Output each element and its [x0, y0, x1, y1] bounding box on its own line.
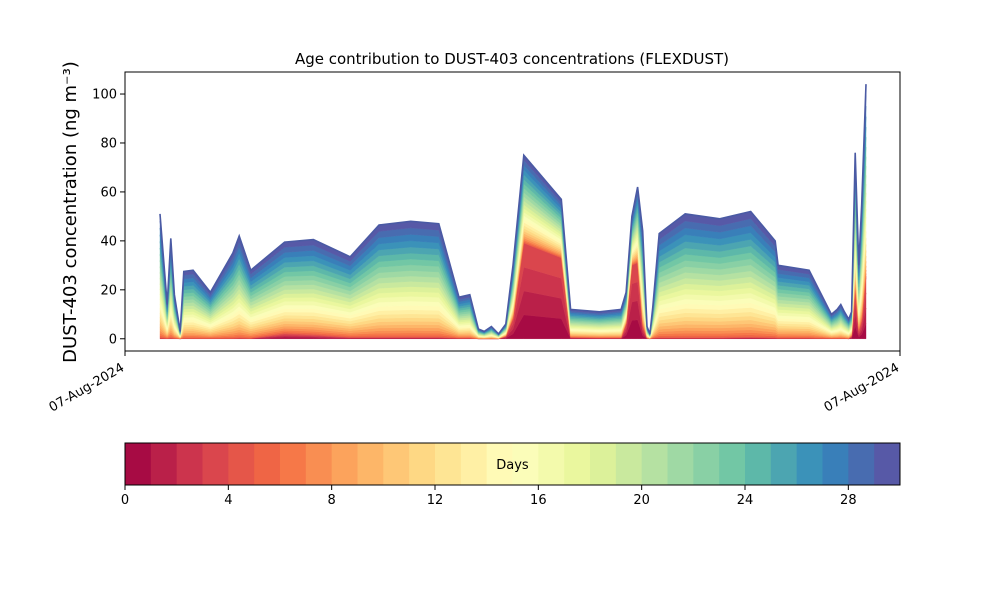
- colorbar-cell-16: [538, 443, 565, 485]
- y-tick-label-40: 40: [100, 234, 117, 249]
- colorbar-cell-13: [460, 443, 488, 485]
- total-concentration-line: [159, 84, 867, 336]
- colorbar-cell-18: [590, 443, 617, 485]
- colorbar-cell-1: [150, 443, 178, 485]
- colorbar-cell-28: [848, 443, 875, 485]
- colorbar-tick-label-16: 16: [530, 493, 547, 508]
- colorbar-frame: [124, 442, 901, 486]
- chart-title: Age contribution to DUST-403 concentrati…: [295, 50, 729, 68]
- colorbar-tick-label-12: 12: [427, 493, 444, 508]
- colorbar-cell-17: [564, 443, 591, 485]
- colorbar-cell-3: [202, 443, 229, 485]
- colorbar-cell-6: [280, 443, 307, 485]
- colorbar: 0 4 8 12 16 20 24 28 Days: [121, 442, 901, 508]
- y-tick-label-100: 100: [92, 88, 117, 103]
- x-tick-label-0: 07-Aug-2024: [47, 360, 127, 415]
- colorbar-cell-15: [512, 443, 539, 485]
- y-tick-label-60: 60: [100, 185, 117, 200]
- colorbar-cell-25: [770, 443, 798, 485]
- colorbar-cell-23: [719, 443, 746, 485]
- colorbar-cell-14: [486, 443, 513, 485]
- colorbar-tick-label-20: 20: [633, 493, 650, 508]
- age-layers: [159, 84, 867, 340]
- colorbar-cell-2: [176, 443, 203, 485]
- colorbar-cell-24: [745, 443, 772, 485]
- colorbar-tick-label-24: 24: [737, 493, 754, 508]
- y-tick-label-20: 20: [100, 283, 117, 298]
- x-tick-label-1: 07-Aug-2024: [822, 360, 902, 415]
- colorbar-cell-7: [305, 443, 333, 485]
- colorbar-tick-label-4: 4: [224, 493, 232, 508]
- colorbar-tick-label-28: 28: [840, 493, 857, 508]
- colorbar-cell-5: [254, 443, 281, 485]
- colorbar-cell-20: [641, 443, 668, 485]
- colorbar-cell-9: [357, 443, 384, 485]
- colorbar-tick-label-8: 8: [328, 493, 336, 508]
- colorbar-cell-29: [874, 443, 901, 485]
- colorbar-cell-22: [693, 443, 720, 485]
- colorbar-cell-0: [125, 443, 152, 485]
- colorbar-tick-label-0: 0: [121, 493, 129, 508]
- y-axis-label: DUST-403 concentration (ng m⁻³): [60, 61, 81, 363]
- colorbar-cell-10: [383, 443, 410, 485]
- plot-area: 0 20 40 60 80 100 07-Aug-2024 07-Aug-2024: [47, 71, 902, 416]
- plot-frame: [124, 71, 901, 352]
- colorbar-cell-26: [796, 443, 823, 485]
- colorbar-cell-11: [409, 443, 436, 485]
- colorbar-cell-12: [435, 443, 462, 485]
- y-tick-label-0: 0: [109, 332, 117, 347]
- y-tick-label-80: 80: [100, 136, 117, 151]
- colorbar-cell-19: [615, 443, 643, 485]
- colorbar-label: Days: [496, 458, 529, 473]
- colorbar-cell-21: [667, 443, 694, 485]
- colorbar-cell-4: [228, 443, 255, 485]
- colorbar-cell-27: [822, 443, 849, 485]
- colorbar-cell-8: [331, 443, 358, 485]
